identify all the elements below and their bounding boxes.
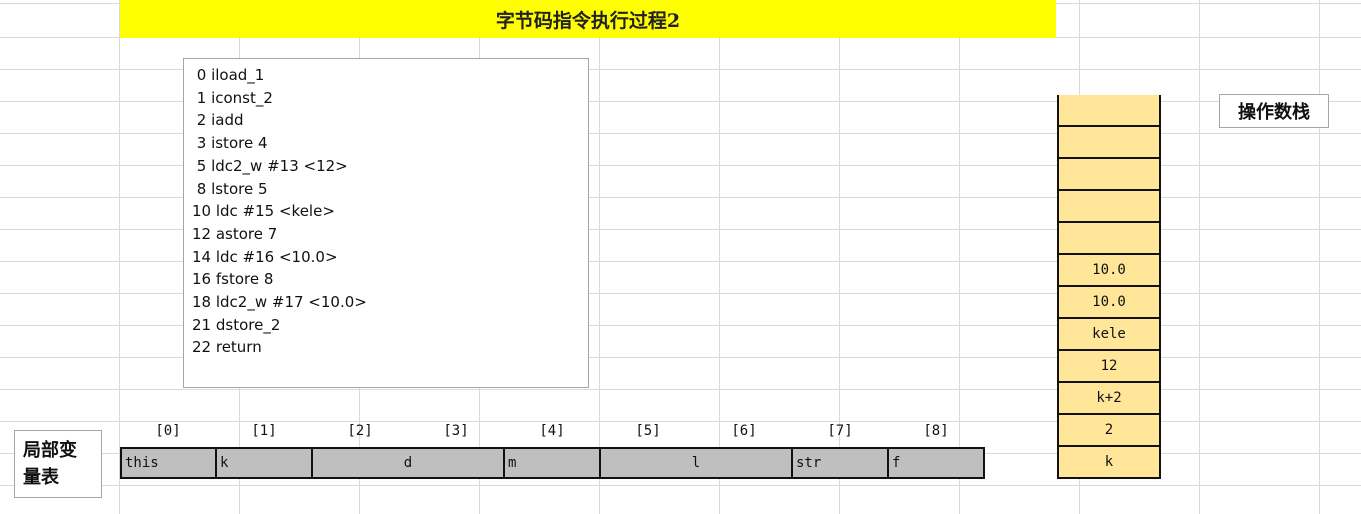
operand-stack-label: 操作数栈 (1219, 94, 1329, 128)
operand-stack-cell: 10.0 (1057, 287, 1161, 319)
local-vars-label: 局部变 量表 (14, 430, 102, 498)
operand-stack-cell: 12 (1057, 351, 1161, 383)
local-var-slot: f (887, 447, 985, 479)
operand-stack-cell: 2 (1057, 415, 1161, 447)
bytecode-line: 10 ldc #15 <kele> (192, 202, 335, 221)
operand-stack-cell (1057, 159, 1161, 191)
page-title: 字节码指令执行过程2 (120, 0, 1056, 38)
operand-stack-cell: k (1057, 447, 1161, 479)
bytecode-line: 18 ldc2_w #17 <10.0> (192, 293, 367, 312)
local-var-slot: m (503, 447, 601, 479)
bytecode-line: 8 lstore 5 (192, 179, 268, 198)
bytecode-line: 0 iload_1 (192, 66, 265, 84)
local-vars-label-line: 量表 (23, 467, 59, 488)
bytecode-line: 3 istore 4 (192, 134, 268, 153)
local-var-index: [3] (443, 423, 469, 439)
local-var-index: [0] (155, 423, 181, 439)
operand-stack-cell: k+2 (1057, 383, 1161, 415)
local-var-slot: k (215, 447, 313, 479)
operand-stack-cell (1057, 127, 1161, 159)
bytecode-line: 16 fstore 8 (192, 270, 274, 289)
local-var-slot: d (311, 447, 505, 479)
local-var-slot: this (120, 447, 217, 479)
local-var-slot: l (599, 447, 793, 479)
bytecode-line: 22 return (192, 338, 262, 357)
local-var-slot: str (791, 447, 889, 479)
local-vars-label-line: 局部变 (23, 440, 77, 461)
operand-stack-cell: kele (1057, 319, 1161, 351)
bytecode-line: 21 dstore_2 (192, 315, 281, 334)
local-var-index: [8] (923, 423, 949, 439)
operand-stack-cell (1057, 191, 1161, 223)
bytecode-line: 12 astore 7 (192, 224, 278, 243)
operand-stack-cell: 10.0 (1057, 255, 1161, 287)
bytecode-line: 14 ldc #16 <10.0> (192, 247, 338, 266)
bytecode-line: 1 iconst_2 (192, 88, 273, 107)
bytecode-line: 5 ldc2_w #13 <12> (192, 156, 348, 175)
local-var-index: [2] (347, 423, 373, 439)
local-var-index: [4] (539, 423, 565, 439)
operand-stack-cell (1057, 223, 1161, 255)
local-var-index: [5] (635, 423, 661, 439)
operand-stack-cell (1057, 95, 1161, 127)
bytecode-line: 2 iadd (192, 111, 244, 130)
local-var-index: [7] (827, 423, 853, 439)
local-var-index: [1] (251, 423, 277, 439)
bytecode-listing: 0 iload_1 1 iconst_2 2 iadd 3 istore 4 5… (183, 58, 589, 388)
local-var-index: [6] (731, 423, 757, 439)
